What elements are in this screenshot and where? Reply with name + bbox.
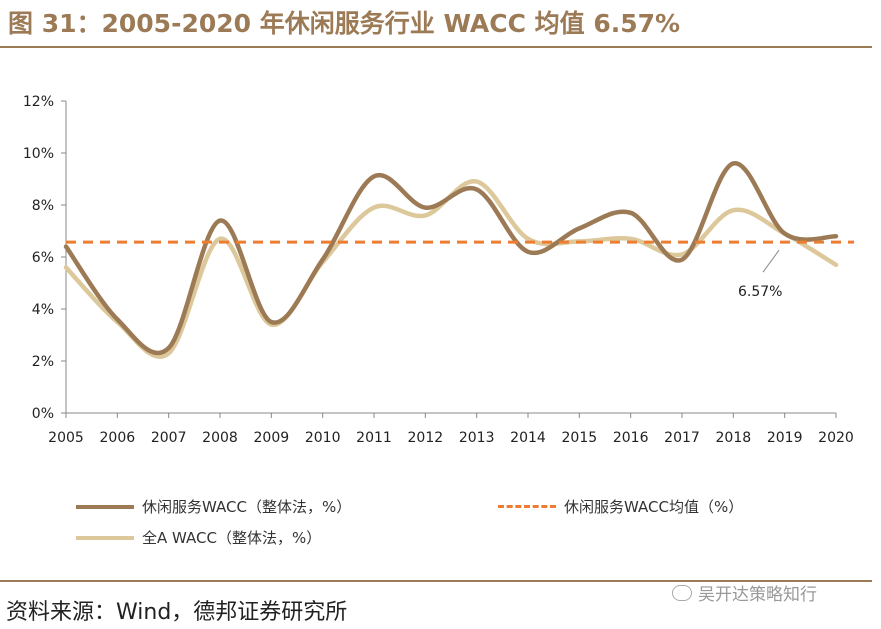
mean-annotation-label: 6.57% (738, 284, 782, 300)
y-tick-label: 6% (32, 250, 54, 266)
watermark: 吴开达策略知行 (672, 580, 817, 605)
x-tick-label: 2005 (48, 430, 84, 446)
x-tick-label: 2015 (562, 430, 598, 446)
x-tick-label: 2019 (767, 430, 803, 446)
x-tick-label: 2018 (716, 430, 752, 446)
legend-item-alla: 全A WACC（整体法，%） (76, 527, 321, 548)
legend-item-leisure: 休闲服务WACC（整体法，%） (76, 496, 351, 517)
series-line-leisure (63, 161, 839, 356)
mean-annotation-leader (762, 249, 780, 273)
x-tick-label: 2008 (202, 430, 238, 446)
x-tick-label: 2010 (305, 430, 341, 446)
legend-item-mean: 休闲服务WACC均值（%） (498, 496, 743, 517)
bottom-rule (0, 580, 872, 582)
y-tick-label: 4% (32, 302, 54, 318)
y-tick-label: 10% (23, 146, 54, 162)
x-tick-label: 2014 (510, 430, 546, 446)
x-tick-label: 2020 (818, 430, 854, 446)
y-tick-label: 8% (32, 198, 54, 214)
line-chart: 0% 2% 4% 6% 8% 10% 12% 2005 2006 2007 2008 2009 2010… (23, 94, 854, 446)
x-tick-label: 2011 (356, 430, 392, 446)
x-tick-label: 2017 (664, 430, 700, 446)
y-tick-label: 0% (32, 406, 54, 422)
x-tick-label: 2009 (254, 430, 290, 446)
legend-label-alla: 全A WACC（整体法，%） (142, 529, 322, 547)
x-tick-label: 2007 (151, 430, 187, 446)
x-tick-label: 2012 (408, 430, 444, 446)
legend-swatch-mean (498, 505, 556, 508)
source-note: 资料来源：Wind，德邦证券研究所 (6, 600, 348, 625)
watermark-text: 吴开达策略知行 (698, 585, 817, 605)
x-tick-label: 2013 (459, 430, 495, 446)
x-tick-label: 2006 (100, 430, 136, 446)
series-line-alla (63, 179, 839, 359)
top-rule (0, 46, 872, 48)
y-tick-label: 2% (32, 354, 54, 370)
chart-title: 图 31：2005-2020 年休闲服务行业 WACC 均值 6.57% (8, 9, 681, 38)
legend-swatch-leisure (76, 504, 134, 509)
legend-label-mean: 休闲服务WACC均值（%） (564, 498, 744, 516)
legend-swatch-alla (76, 535, 134, 540)
wechat-icon (672, 584, 692, 601)
y-tick-label: 12% (23, 94, 54, 110)
legend-label-leisure: 休闲服务WACC（整体法，%） (142, 498, 352, 516)
x-tick-label: 2016 (613, 430, 649, 446)
